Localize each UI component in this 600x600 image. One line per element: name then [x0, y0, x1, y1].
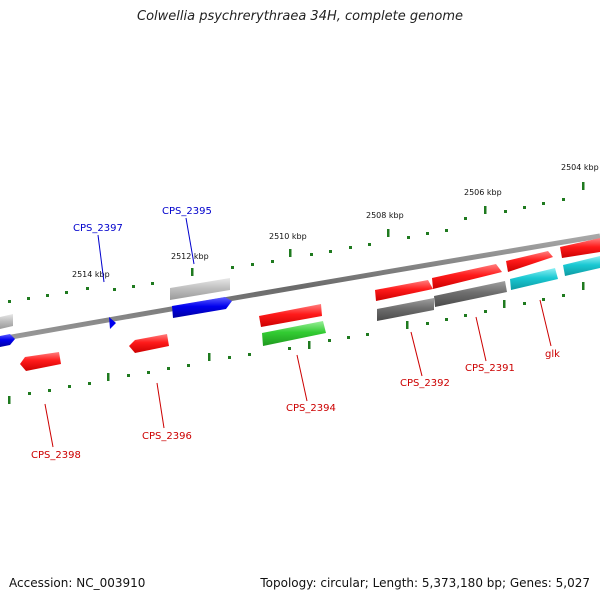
scale-label-2504: 2504 kbp	[561, 163, 599, 172]
gene-arrow-red[interactable]	[432, 264, 502, 289]
scale-label-2510: 2510 kbp	[269, 232, 307, 241]
gene-arrow-cyan-glk[interactable]	[510, 268, 558, 290]
accession-text: Accession: NC_003910	[9, 576, 146, 590]
gene-label-cps-2397: CPS_2397	[73, 223, 123, 234]
gene-arrow-red[interactable]	[375, 280, 433, 301]
lower-label-lines	[44, 299, 552, 448]
gene-arrow-dark-gray-cps-2391[interactable]	[434, 281, 507, 307]
gene-arrow-light-gray[interactable]	[0, 314, 13, 329]
gene-arrow-cyan[interactable]	[563, 256, 600, 276]
genome-title: Colwellia psychrerythraea 34H, complete …	[137, 9, 463, 24]
gene-label-glk: glk	[545, 349, 560, 360]
topology-text: Topology: circular; Length: 5,373,180 bp…	[260, 576, 590, 590]
gene-arrow-blue-cps-2395[interactable]	[172, 297, 232, 318]
upper-label-lines	[97, 217, 195, 283]
gene-arrow-dark-gray-cps-2392[interactable]	[377, 298, 434, 321]
gene-label-cps-2398: CPS_2398	[31, 450, 81, 461]
gene-arrow-green-cps-2394[interactable]	[262, 321, 326, 346]
scale-label-2506: 2506 kbp	[464, 188, 502, 197]
gene-marker-cps-2397[interactable]	[109, 317, 116, 329]
gene-arrow-red[interactable]	[259, 304, 322, 327]
gene-arrow-red[interactable]	[560, 238, 600, 258]
gene-label-cps-2395: CPS_2395	[162, 206, 212, 217]
gene-label-cps-2391: CPS_2391	[465, 363, 515, 374]
lower-tick-track	[8, 282, 585, 404]
genome-backbone	[0, 233, 600, 342]
gene-arrow-blue[interactable]	[0, 334, 15, 347]
scale-label-2508: 2508 kbp	[366, 211, 404, 220]
scale-label-2512: 2512 kbp	[171, 252, 209, 261]
gene-arrow-red-cps-2396[interactable]	[129, 334, 169, 353]
scale-label-2514: 2514 kbp	[72, 270, 110, 279]
gene-arrow-light-gray[interactable]	[170, 278, 230, 300]
upper-tick-track	[8, 182, 585, 303]
gene-label-cps-2394: CPS_2394	[286, 403, 336, 414]
gene-arrow-red-cps-2398[interactable]	[20, 352, 61, 371]
gene-arrow-red[interactable]	[506, 251, 553, 272]
gene-label-cps-2392: CPS_2392	[400, 378, 450, 389]
gene-label-cps-2396: CPS_2396	[142, 431, 192, 442]
